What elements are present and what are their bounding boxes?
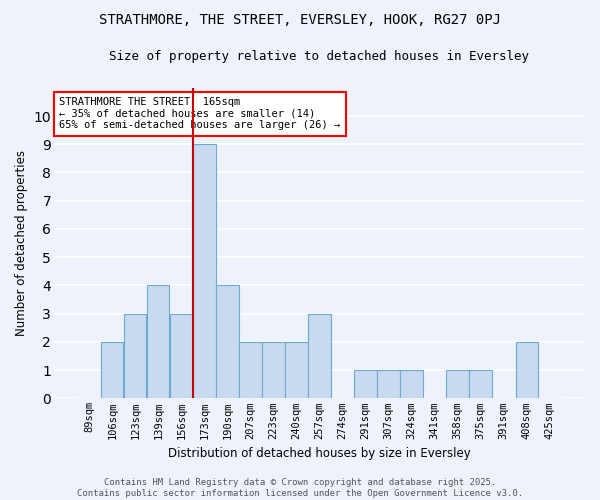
Y-axis label: Number of detached properties: Number of detached properties — [15, 150, 28, 336]
Text: Contains HM Land Registry data © Crown copyright and database right 2025.
Contai: Contains HM Land Registry data © Crown c… — [77, 478, 523, 498]
Bar — [285, 342, 308, 398]
Text: STRATHMORE THE STREET: 165sqm
← 35% of detached houses are smaller (14)
65% of s: STRATHMORE THE STREET: 165sqm ← 35% of d… — [59, 97, 341, 130]
Bar — [262, 342, 284, 398]
Bar — [515, 342, 538, 398]
Bar — [469, 370, 492, 398]
Bar — [193, 144, 215, 398]
Bar — [355, 370, 377, 398]
Bar — [216, 286, 239, 399]
Bar — [170, 314, 193, 398]
Bar — [377, 370, 400, 398]
Bar — [239, 342, 262, 398]
Text: STRATHMORE, THE STREET, EVERSLEY, HOOK, RG27 0PJ: STRATHMORE, THE STREET, EVERSLEY, HOOK, … — [99, 12, 501, 26]
Bar — [124, 314, 146, 398]
Bar — [400, 370, 423, 398]
Bar — [147, 286, 169, 399]
Bar — [446, 370, 469, 398]
X-axis label: Distribution of detached houses by size in Eversley: Distribution of detached houses by size … — [168, 447, 471, 460]
Bar — [101, 342, 124, 398]
Title: Size of property relative to detached houses in Eversley: Size of property relative to detached ho… — [109, 50, 529, 63]
Bar — [308, 314, 331, 398]
